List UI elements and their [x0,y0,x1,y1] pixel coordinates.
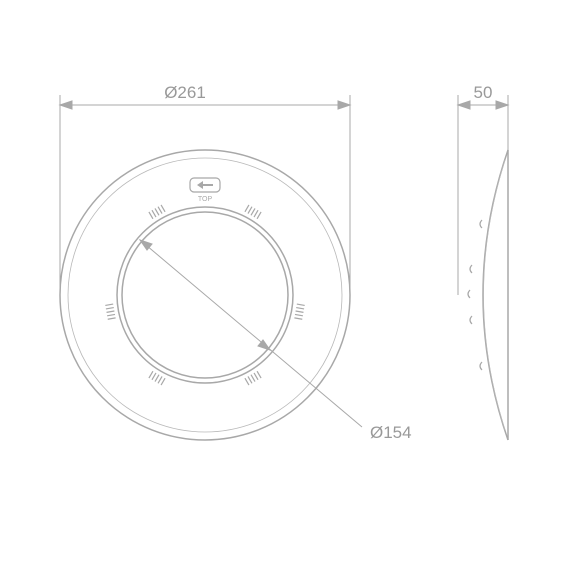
top-label: TOP [198,196,213,203]
depth-dim [458,95,508,295]
outer-diameter-dim [60,95,350,295]
inner-diameter-dim [140,240,362,427]
inner-diameter-label: Ø154 [370,423,412,442]
top-tab: TOP [190,178,220,203]
side-view: 50 [458,83,508,440]
front-view: TOP [60,83,412,442]
outer-diameter-label: Ø261 [164,83,206,102]
depth-label: 50 [474,83,493,102]
technical-drawing: TOP [0,0,568,568]
